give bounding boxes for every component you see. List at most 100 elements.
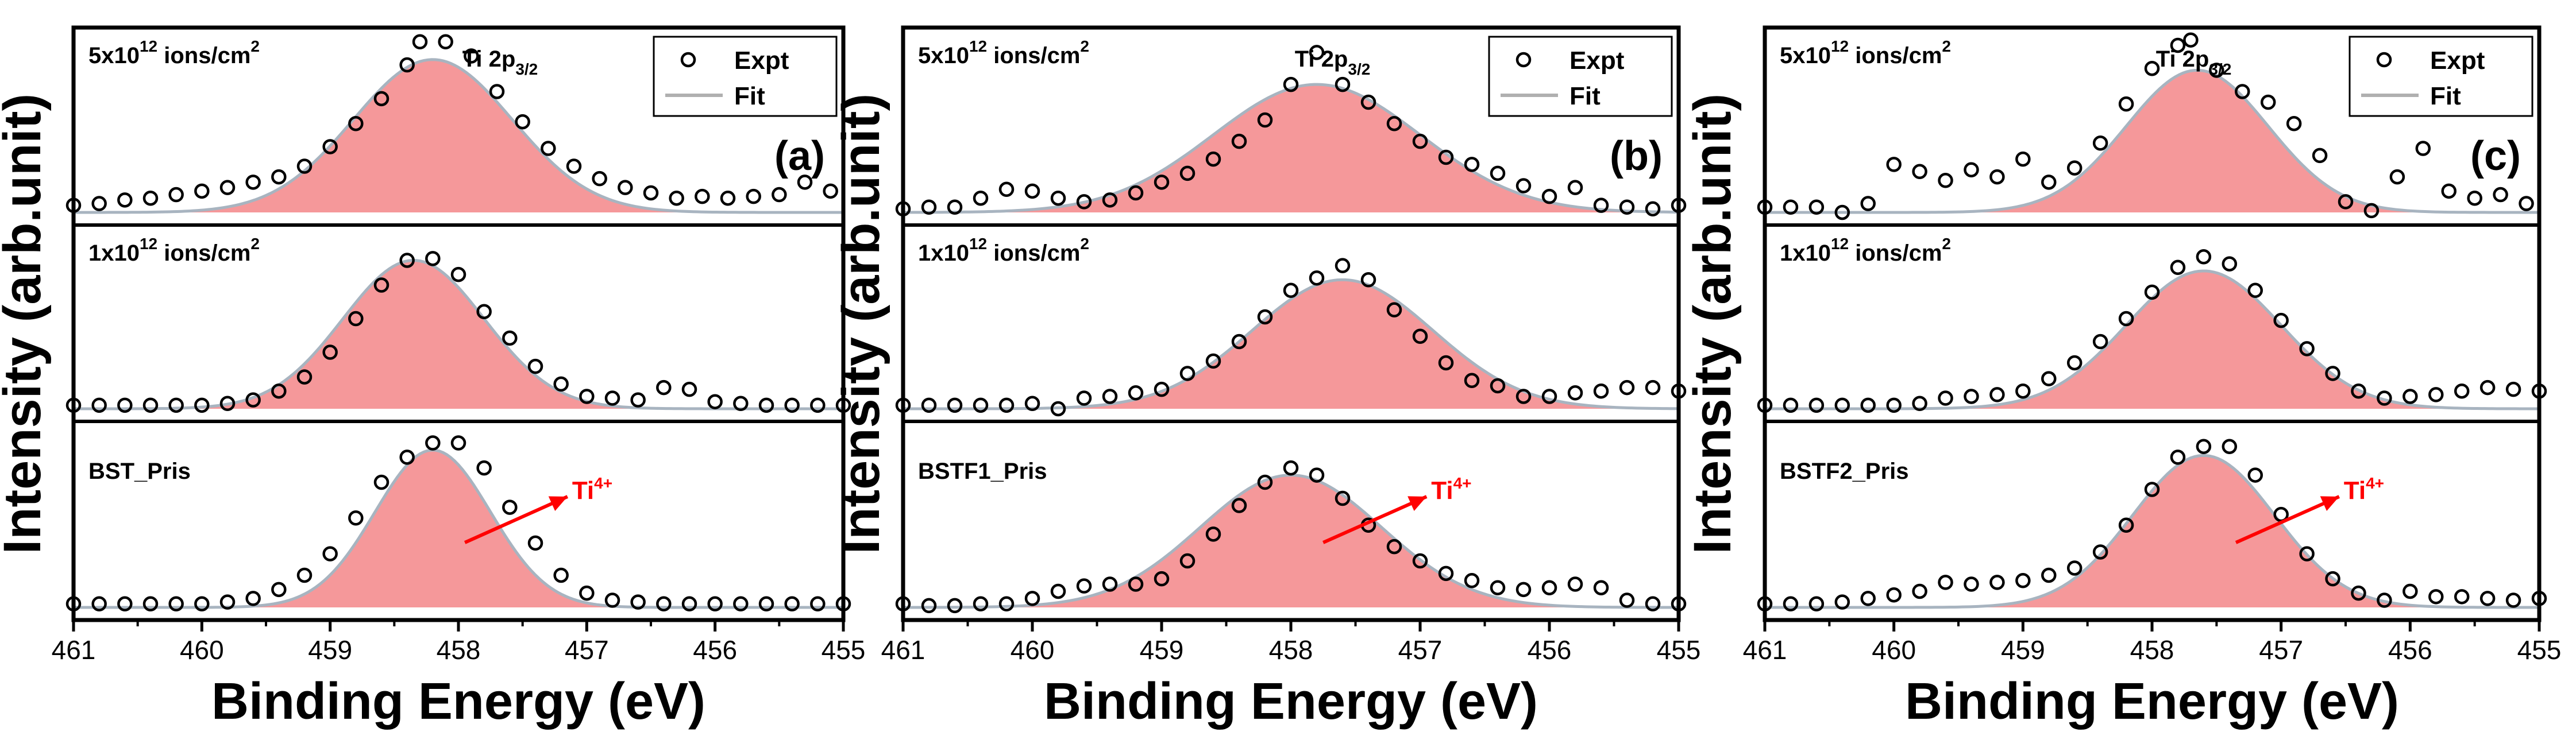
expt-point (1808, 596, 1825, 612)
legend-fit-label: Fit (734, 82, 765, 110)
expt-point (1860, 591, 1876, 606)
expt-point (1834, 204, 1850, 220)
expt-point (1464, 373, 1480, 389)
expt-point (2041, 371, 2057, 386)
expt-point (1593, 580, 1609, 595)
expt-point (1834, 594, 1850, 610)
subpanel-label: 5x1012 ions/cm2 (918, 37, 1089, 68)
expt-point (1050, 401, 1066, 417)
expt-point (2209, 63, 2224, 78)
expt-point (527, 358, 543, 374)
x-tick-label: 459 (1140, 635, 1184, 665)
expt-point (2247, 282, 2263, 299)
legend-box (2349, 36, 2533, 117)
expt-point (2325, 366, 2340, 381)
annotation: Ti4+ (1322, 474, 1472, 544)
expt-point (142, 397, 159, 413)
expt-point (784, 596, 800, 612)
expt-point (412, 34, 428, 50)
expt-point (1541, 580, 1557, 595)
peak-label: Ti 2p3/2 (1295, 47, 1371, 78)
expt-point (1989, 387, 2005, 402)
expt-point (1645, 379, 1661, 396)
fit-line (903, 278, 1679, 410)
expt-point (219, 594, 236, 610)
expt-point (2415, 141, 2431, 156)
x-tick-label: 460 (1011, 635, 1055, 665)
expt-point (2222, 256, 2238, 272)
expt-point (296, 567, 313, 583)
expt-point (1964, 162, 1979, 177)
expt-point (168, 596, 184, 612)
expt-point (502, 499, 518, 515)
annotation-label: Ti4+ (1431, 474, 1471, 505)
expt-point (245, 591, 261, 606)
expt-point (1231, 498, 1247, 513)
expt-point (450, 266, 466, 282)
expt-point (271, 383, 287, 399)
expt-point (2377, 390, 2392, 406)
expt-point (2066, 560, 2083, 576)
fit-line (1765, 68, 2540, 214)
expt-point (2092, 135, 2108, 151)
expt-point (2519, 196, 2534, 211)
expt-point (1808, 397, 1825, 413)
x-tick-label: 456 (1528, 635, 1572, 665)
expt-point (947, 199, 963, 215)
legend-expt-marker (1515, 52, 1532, 68)
expt-point (1515, 178, 1532, 193)
expt-point (2183, 32, 2199, 48)
annotation: Ti4+ (2235, 474, 2384, 544)
expt-point (296, 158, 313, 174)
expt-point (373, 474, 390, 490)
legend: Expt Fit (653, 36, 838, 117)
expt-point (810, 596, 826, 612)
expt-point (425, 435, 441, 451)
annotation: Ti4+ (464, 474, 612, 544)
x-tick-label: 455 (1657, 635, 1701, 665)
expt-point (618, 180, 633, 195)
expt-point (502, 330, 518, 346)
fit-area (74, 59, 843, 213)
expt-point (604, 592, 620, 608)
expt-point (2428, 589, 2444, 605)
expt-point (2170, 259, 2186, 276)
expt-point (921, 199, 937, 215)
subpanel-label: 1x1012 ions/cm2 (88, 235, 260, 266)
expt-point (630, 594, 646, 610)
annotation-arrow-head (548, 496, 568, 512)
expt-point (1154, 381, 1170, 397)
expt-point (271, 169, 287, 185)
expt-point (2092, 334, 2108, 350)
expt-point (1438, 565, 1454, 582)
expt-point (142, 596, 159, 612)
fit-area (903, 84, 1679, 212)
expt-point (643, 185, 659, 201)
x-tick-label: 455 (2517, 635, 2562, 665)
expt-point (1386, 539, 1402, 555)
y-axis-title: Intensity (arb.unit) (1683, 94, 1742, 554)
expt-point (973, 596, 989, 612)
expt-point (2170, 450, 2186, 465)
expt-point (168, 187, 184, 203)
expt-point (1154, 571, 1170, 587)
expt-point (1912, 583, 1927, 599)
legend-expt-marker (2376, 52, 2392, 68)
expt-point (2015, 151, 2031, 167)
expt-point (2092, 544, 2108, 560)
fit-area (74, 260, 843, 409)
expt-point (1128, 185, 1144, 201)
expt-point (1412, 133, 1428, 149)
expt-point (1050, 583, 1066, 599)
expt-point (2377, 592, 2392, 608)
subpanel-0: 5x1012 ions/cm2 (65, 34, 844, 214)
fit-line (1765, 454, 2539, 609)
expt-point (322, 139, 338, 154)
expt-point (219, 396, 236, 412)
panel-1: 5x1012 ions/cm2 1x1012 ions/cm2 BSTF1_Pris… (832, 25, 1701, 730)
legend-expt-marker (680, 52, 696, 68)
expt-point (2299, 341, 2315, 357)
expt-point (1783, 596, 1799, 612)
expt-point (1438, 149, 1454, 165)
